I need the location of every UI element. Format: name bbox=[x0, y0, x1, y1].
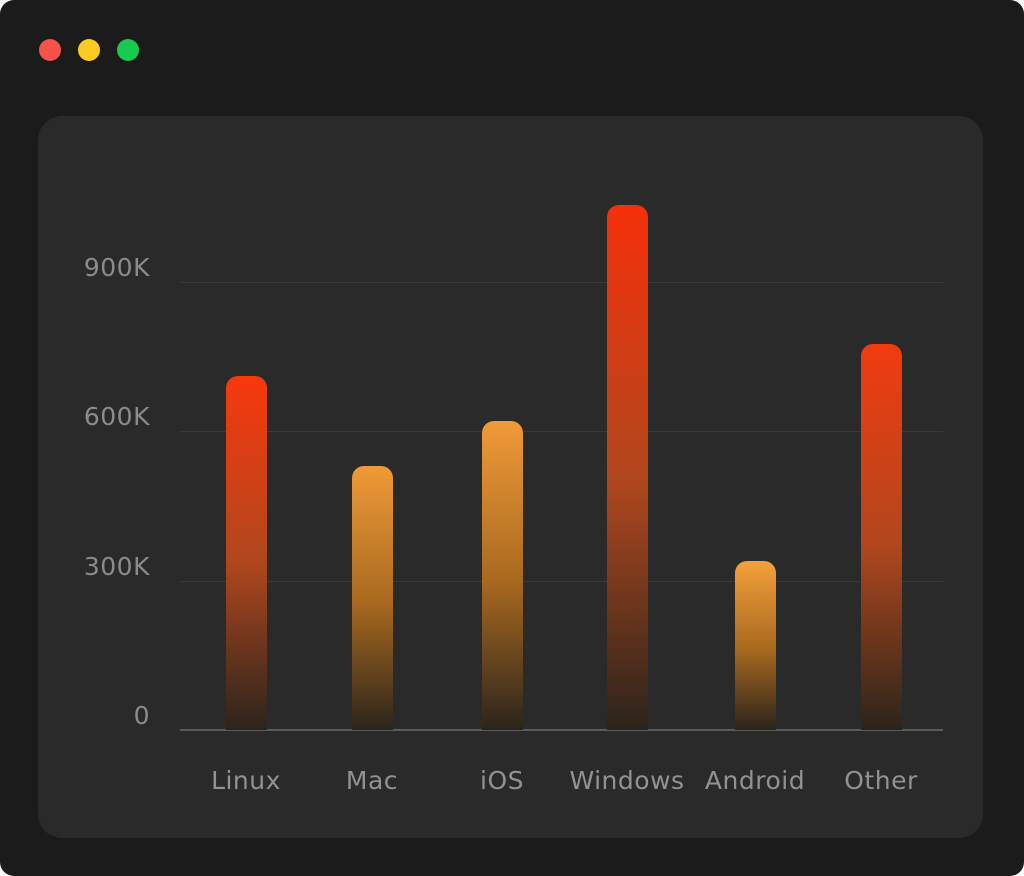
gridline-300k bbox=[180, 580, 943, 582]
x-axis-label-other: Other bbox=[844, 766, 918, 795]
bar-other[interactable] bbox=[860, 344, 902, 730]
minimize-button[interactable] bbox=[78, 39, 100, 61]
bar-linux[interactable] bbox=[225, 376, 267, 730]
y-axis-tick-label: 600K bbox=[83, 402, 150, 432]
x-axis-line bbox=[180, 729, 943, 731]
bar-ios[interactable] bbox=[481, 421, 523, 730]
bar-mac[interactable] bbox=[351, 466, 393, 730]
y-axis-tick-label: 900K bbox=[83, 252, 150, 282]
close-button[interactable] bbox=[39, 39, 61, 61]
y-axis-tick-label: 300K bbox=[83, 551, 150, 581]
chart-panel: 0 300K 600K 900K Linux Mac iOS Windows Android Ot… bbox=[38, 116, 983, 838]
x-axis-label-mac: Mac bbox=[345, 766, 399, 795]
x-axis-label-windows: Windows bbox=[569, 766, 685, 795]
x-axis-label-ios: iOS bbox=[480, 766, 524, 795]
x-axis-label-linux: Linux bbox=[211, 766, 281, 795]
zoom-button[interactable] bbox=[117, 39, 139, 61]
bar-android[interactable] bbox=[734, 560, 776, 730]
window-controls bbox=[39, 39, 139, 61]
y-axis-tick-label: 0 bbox=[133, 701, 150, 730]
gridline-900k bbox=[180, 281, 943, 283]
gridline-600k bbox=[180, 431, 943, 433]
x-axis-label-android: Android bbox=[704, 766, 806, 795]
bar-chart: 0 300K 600K 900K Linux Mac iOS Windows Android Ot… bbox=[38, 116, 983, 838]
bar-windows[interactable] bbox=[606, 204, 648, 730]
